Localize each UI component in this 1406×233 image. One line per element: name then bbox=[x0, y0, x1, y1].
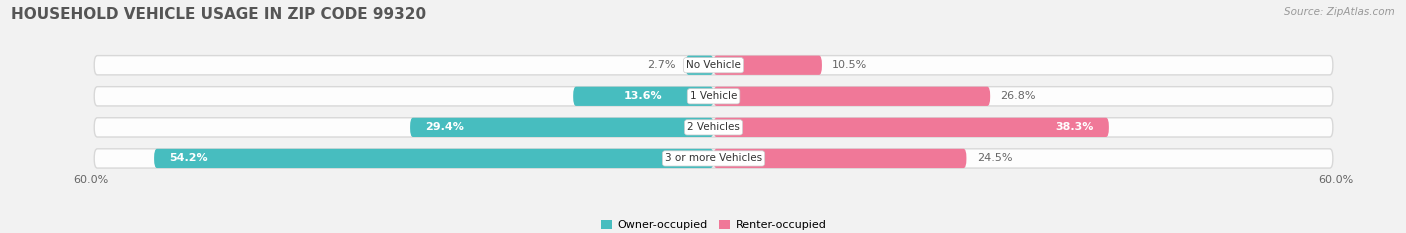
Text: 60.0%: 60.0% bbox=[1319, 175, 1354, 185]
Text: 1 Vehicle: 1 Vehicle bbox=[690, 91, 737, 101]
Text: Source: ZipAtlas.com: Source: ZipAtlas.com bbox=[1284, 7, 1395, 17]
Text: 26.8%: 26.8% bbox=[1001, 91, 1036, 101]
FancyBboxPatch shape bbox=[155, 149, 713, 168]
FancyBboxPatch shape bbox=[686, 56, 713, 75]
Legend: Owner-occupied, Renter-occupied: Owner-occupied, Renter-occupied bbox=[596, 216, 831, 233]
Text: 24.5%: 24.5% bbox=[977, 154, 1012, 163]
Text: 13.6%: 13.6% bbox=[624, 91, 662, 101]
Text: HOUSEHOLD VEHICLE USAGE IN ZIP CODE 99320: HOUSEHOLD VEHICLE USAGE IN ZIP CODE 9932… bbox=[11, 7, 426, 22]
FancyBboxPatch shape bbox=[94, 87, 1333, 106]
Text: 29.4%: 29.4% bbox=[426, 122, 464, 132]
FancyBboxPatch shape bbox=[574, 87, 713, 106]
FancyBboxPatch shape bbox=[94, 56, 1333, 75]
Text: 38.3%: 38.3% bbox=[1054, 122, 1094, 132]
Text: 3 or more Vehicles: 3 or more Vehicles bbox=[665, 154, 762, 163]
FancyBboxPatch shape bbox=[411, 118, 713, 137]
FancyBboxPatch shape bbox=[713, 87, 990, 106]
FancyBboxPatch shape bbox=[94, 118, 1333, 137]
FancyBboxPatch shape bbox=[713, 118, 1109, 137]
FancyBboxPatch shape bbox=[94, 149, 1333, 168]
Text: No Vehicle: No Vehicle bbox=[686, 60, 741, 70]
Text: 10.5%: 10.5% bbox=[832, 60, 868, 70]
Text: 2 Vehicles: 2 Vehicles bbox=[688, 122, 740, 132]
Text: 54.2%: 54.2% bbox=[170, 154, 208, 163]
FancyBboxPatch shape bbox=[713, 149, 966, 168]
Text: 60.0%: 60.0% bbox=[73, 175, 108, 185]
FancyBboxPatch shape bbox=[713, 56, 823, 75]
Text: 2.7%: 2.7% bbox=[647, 60, 675, 70]
